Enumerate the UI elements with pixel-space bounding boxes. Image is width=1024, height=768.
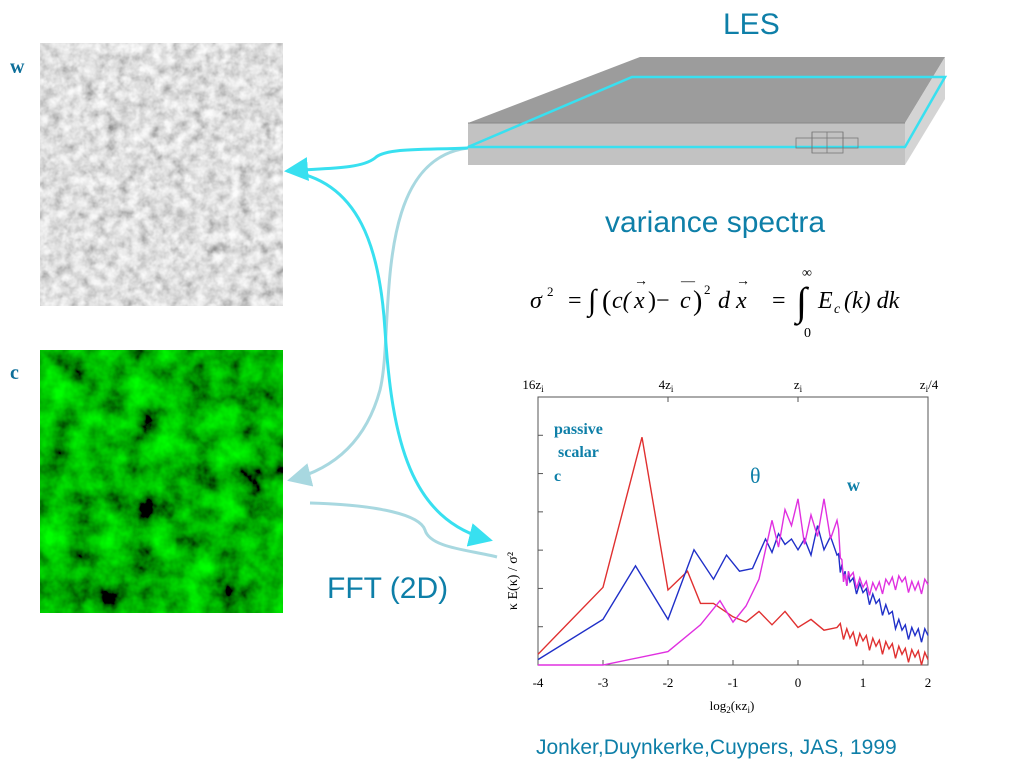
- series-line-2: [538, 498, 929, 666]
- y-axis-label: κ E(κ) / σ²: [506, 552, 521, 610]
- top-tick-16zi: 16zi: [522, 377, 544, 394]
- x-tick-label: -1: [728, 675, 739, 690]
- grid-cell-marker: [795, 131, 859, 154]
- slab-front-face: [468, 123, 905, 165]
- annotation-w: w: [847, 475, 860, 495]
- fft-2d-label: FFT (2D): [327, 572, 449, 605]
- top-tick-4zi: 4zi: [659, 377, 674, 394]
- c-to-spectrum-line: [309, 501, 498, 559]
- top-tick-zi: zi: [794, 377, 803, 394]
- variance-spectra-title: variance spectra: [605, 206, 826, 239]
- annotation-c: c: [554, 468, 561, 485]
- annotation-scalar: scalar: [558, 444, 599, 461]
- spectrum-chart: -4 -3 -2 -1 0 1 2 16zi 4zi zi zi/4 κ E(κ) / σ²…: [506, 377, 939, 715]
- x-tick-label: 0: [795, 675, 802, 690]
- slab-to-w-arrow: [284, 146, 469, 182]
- x-tick-label: -4: [533, 675, 544, 690]
- citation-text: Jonker,Duynkerke,Cuypers, JAS, 1999: [536, 736, 897, 759]
- slab-to-c-arrow: [287, 146, 469, 487]
- x-tick-label: 1: [860, 675, 867, 690]
- w-to-spectrum-arrow: [286, 169, 493, 547]
- les-domain-slab: [467, 57, 948, 165]
- x-tick-label: 2: [925, 675, 932, 690]
- x-tick-label: -3: [598, 675, 609, 690]
- w-velocity-field-image: [40, 43, 283, 306]
- variance-formula: σ 2 = ∫ ( c( x → )− c — ) 2 d x → = ∞ ∫ …: [530, 266, 900, 341]
- series-line-0: [537, 437, 929, 666]
- annotation-passive: passive: [554, 421, 603, 438]
- horizontal-cross-section-plane: [467, 75, 948, 149]
- top-tick-zi-4: zi/4: [920, 377, 939, 394]
- c-scalar-field-image: [40, 350, 283, 613]
- les-title: LES: [723, 8, 780, 41]
- annotation-theta: θ: [750, 463, 761, 488]
- x-axis-label: log2(κzi): [710, 698, 755, 715]
- w-field-label: w: [10, 56, 25, 78]
- x-tick-label: -2: [663, 675, 674, 690]
- c-field-label: c: [10, 362, 19, 384]
- slab-top-face: [468, 57, 945, 123]
